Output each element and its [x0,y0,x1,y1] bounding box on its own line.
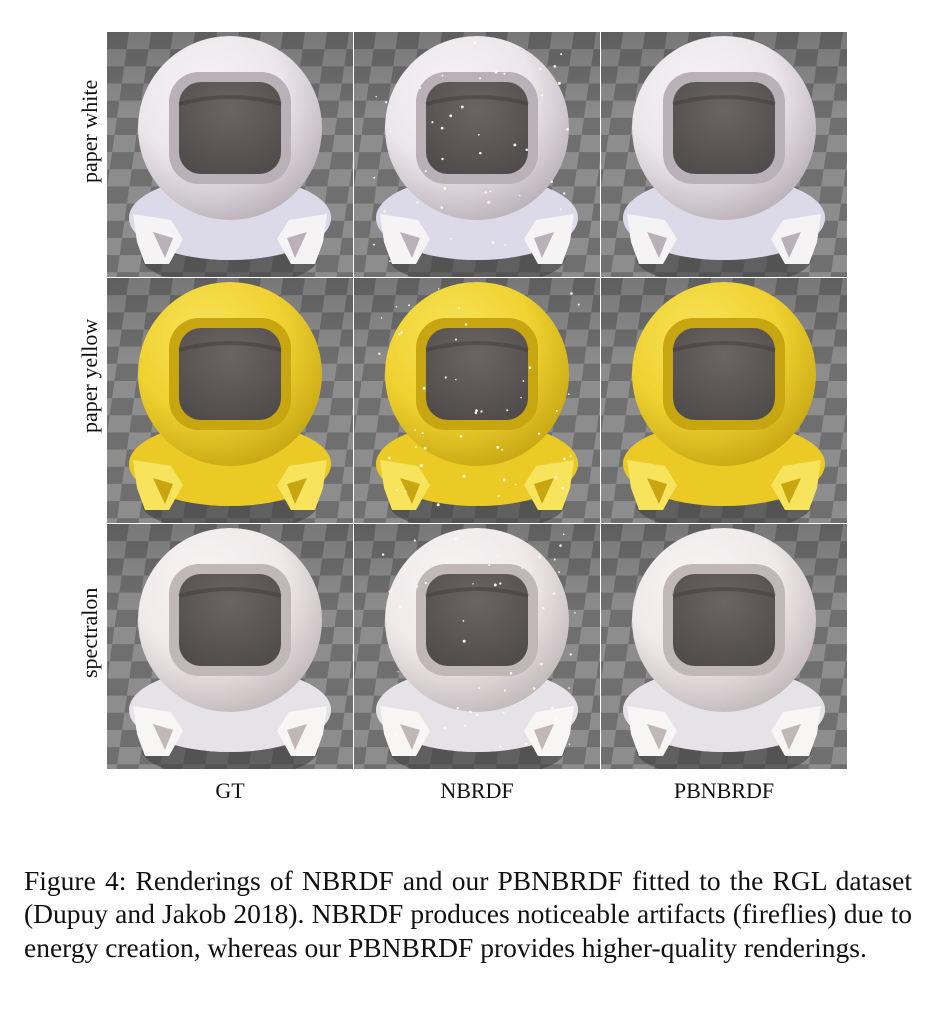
figure-caption: Figure 4: Renderings of NBRDF and our PB… [24,864,912,963]
row-label-paper-white: paper white [77,79,102,183]
rendering-spectralon-nbrdf [354,524,600,769]
column-label-nbrdf: NBRDF [440,778,514,803]
rendering-paper-white-gt [107,32,353,277]
column-label-pbnbrdf: PBNBRDF [673,778,775,803]
column-label-gt: GT [215,778,245,803]
rendering-spectralon-gt [107,524,353,769]
rendering-paper-yellow-nbrdf [354,278,600,523]
rendering-paper-yellow-pbnbrdf [601,278,847,523]
row-label-spectralon: spectralon [77,587,102,678]
rendering-paper-white-nbrdf [354,32,600,277]
row-label-paper-yellow: paper yellow [77,318,102,433]
rendering-spectralon-pbnbrdf [601,524,847,769]
figure-grid [107,32,850,773]
rendering-paper-white-pbnbrdf [601,32,847,277]
rendering-paper-yellow-gt [107,278,353,523]
